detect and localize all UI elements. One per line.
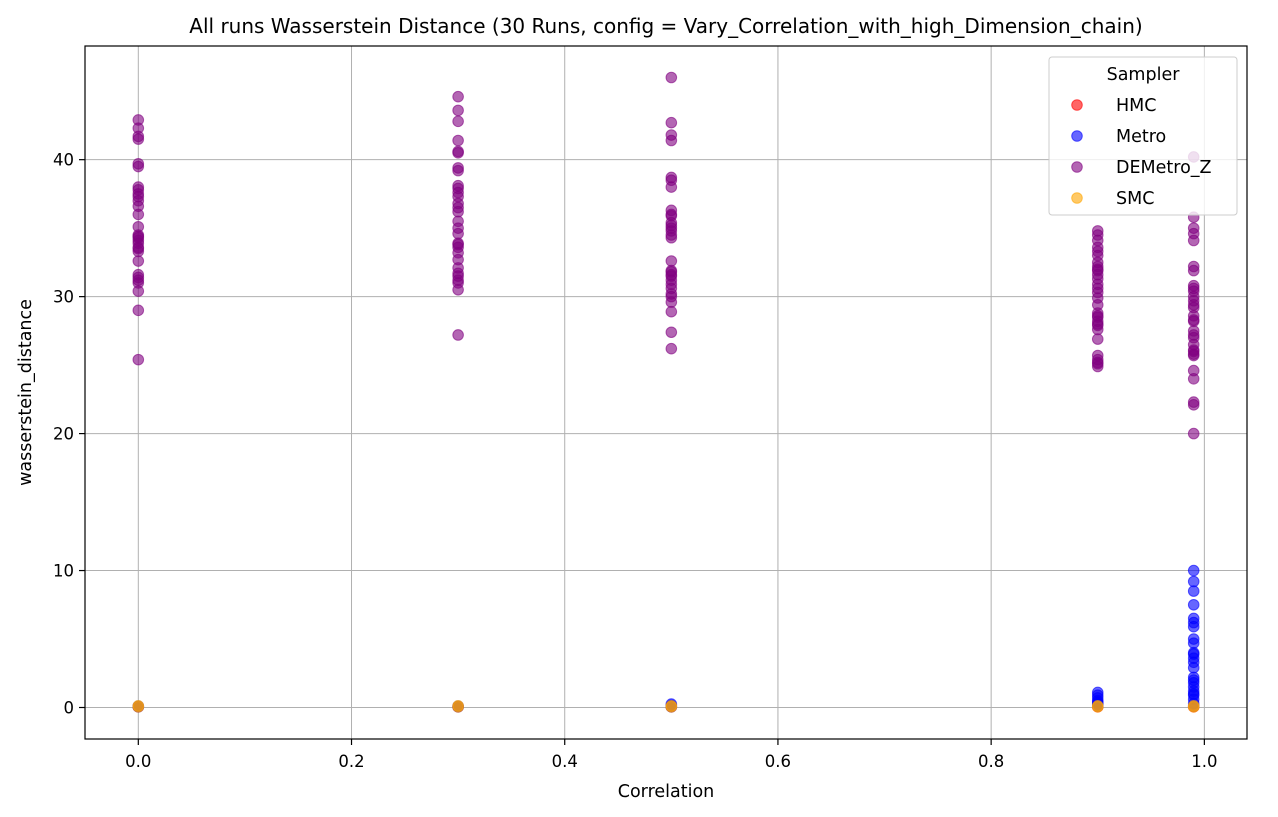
point-metro: [1187, 688, 1200, 700]
point-metro: [1187, 646, 1200, 659]
point-demetro-z: [1187, 299, 1200, 311]
point-demetro-z: [665, 208, 678, 221]
point-demetro-z: [452, 277, 464, 289]
legend-items: HMC Metro DEMetro_Z SMC: [1071, 96, 1212, 209]
point-demetro-z: [452, 147, 464, 159]
plot-frame: [84, 45, 1248, 740]
point-demetro-z: [132, 255, 145, 267]
x-tick-label: 0.4: [552, 752, 578, 771]
point-demetro-z: [132, 208, 145, 221]
point-demetro-z: [132, 353, 145, 366]
point-smc: [1187, 700, 1200, 712]
point-demetro-z: [665, 225, 678, 237]
point-demetro-z: [452, 90, 464, 103]
point-metro: [1187, 575, 1200, 588]
point-demetro-z: [132, 304, 145, 317]
y-tick-label: 0: [64, 699, 75, 718]
point-demetro-z: [1091, 318, 1104, 330]
x-tick-label: 1.0: [1191, 752, 1217, 771]
point-demetro-z: [132, 230, 145, 243]
y-tick-label: 40: [53, 151, 74, 170]
x-tick-label: 0.0: [125, 752, 151, 771]
legend-label: SMC: [1116, 189, 1154, 209]
legend-marker: [1071, 99, 1083, 111]
point-demetro-z: [452, 227, 464, 240]
x-tick-label: 0.8: [978, 752, 1004, 771]
point-demetro-z: [1187, 315, 1200, 328]
point-smc: [1091, 700, 1104, 712]
point-demetro-z: [665, 71, 678, 84]
point-demetro-z: [452, 164, 464, 177]
point-demetro-z: [665, 326, 678, 339]
point-demetro-z: [1091, 292, 1104, 304]
legend-marker: [1071, 130, 1083, 142]
point-demetro-z: [1091, 357, 1104, 370]
legend: Sampler HMC Metro DEMetro_Z SMC: [1048, 56, 1238, 216]
chart-title: All runs Wasserstein Distance (30 Runs, …: [189, 14, 1142, 38]
point-demetro-z: [665, 116, 678, 129]
legend-marker: [1071, 192, 1083, 204]
point-demetro-z: [132, 242, 145, 255]
point-smc: [452, 700, 464, 712]
point-demetro-z: [1187, 349, 1200, 362]
point-demetro-z: [1187, 399, 1200, 411]
point-metro: [1091, 686, 1104, 699]
point-demetro-z: [132, 277, 145, 289]
point-demetro-z: [1091, 268, 1104, 281]
axis-ticks: 0.0 0.2 0.4 0.6 0.8 1.0 0 10 20 30 40: [53, 151, 1217, 771]
point-demetro-z: [665, 274, 678, 286]
point-demetro-z: [452, 134, 464, 147]
point-demetro-z: [132, 160, 145, 173]
point-demetro-z: [452, 104, 464, 117]
legend-label: HMC: [1116, 96, 1156, 116]
point-demetro-z: [665, 342, 678, 355]
point-demetro-z: [665, 134, 678, 147]
point-metro: [1187, 585, 1200, 597]
y-axis-label: wasserstein_distance: [16, 299, 36, 486]
point-demetro-z: [452, 205, 464, 218]
point-smc: [665, 700, 678, 712]
x-tick-label: 0.6: [765, 752, 791, 771]
legend-label: Metro: [1116, 127, 1166, 147]
point-metro: [1187, 671, 1200, 684]
point-demetro-z: [1187, 234, 1200, 247]
point-demetro-z: [452, 329, 464, 341]
y-tick-label: 20: [53, 425, 74, 444]
legend-title: Sampler: [1107, 65, 1181, 85]
point-demetro-z: [452, 115, 464, 128]
point-metro: [1187, 612, 1200, 625]
point-demetro-z: [665, 181, 678, 193]
point-metro: [1187, 598, 1200, 611]
point-demetro-z: [1091, 282, 1104, 295]
point-demetro-z: [452, 238, 464, 251]
point-demetro-z: [1187, 264, 1200, 277]
point-demetro-z: [132, 133, 145, 145]
y-tick-label: 30: [53, 288, 74, 307]
point-demetro-z: [1187, 282, 1200, 295]
legend-label: DEMetro_Z: [1116, 158, 1212, 178]
point-demetro-z: [452, 215, 464, 228]
point-demetro-z: [1187, 427, 1200, 440]
data-points: [132, 71, 1200, 713]
point-demetro-z: [665, 305, 678, 318]
point-demetro-z: [1091, 241, 1104, 254]
point-smc: [132, 700, 145, 712]
point-demetro-z: [1187, 325, 1200, 337]
point-demetro-z: [1187, 373, 1200, 385]
legend-box: [1048, 56, 1238, 216]
point-metro: [1187, 564, 1200, 577]
point-demetro-z: [665, 288, 678, 300]
x-tick-label: 0.2: [338, 752, 364, 771]
point-metro: [1187, 633, 1200, 645]
point-demetro-z: [1091, 333, 1104, 345]
legend-marker: [1071, 161, 1083, 173]
point-demetro-z: [132, 194, 145, 207]
x-axis-label: Correlation: [618, 782, 715, 802]
point-demetro-z: [665, 255, 678, 267]
y-tick-label: 10: [53, 562, 74, 581]
